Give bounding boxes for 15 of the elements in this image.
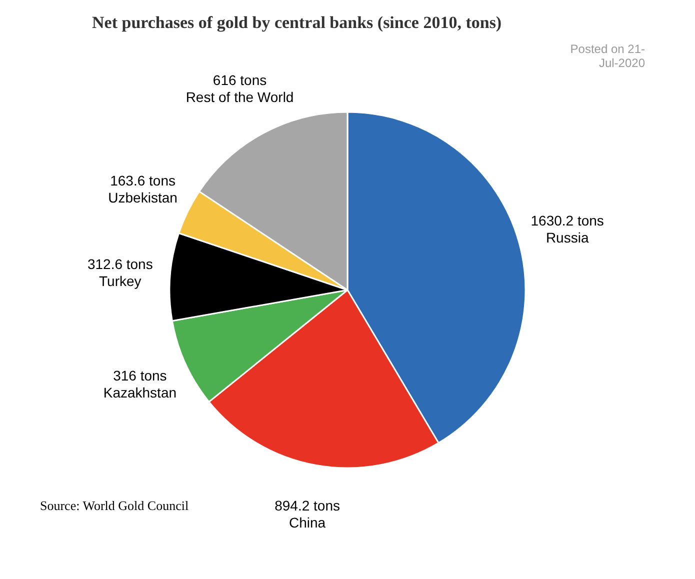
text: Posted on 21-Jul-2020 xyxy=(569,42,645,70)
data-label: 1630.2 tons xyxy=(530,212,604,229)
source-note: Source: World Gold Council xyxy=(40,498,189,514)
slice-label: Russia xyxy=(546,230,589,246)
slice-label: Kazakhstan xyxy=(103,384,177,400)
chart-title: Net purchases of gold by central banks (since 2010, tons) xyxy=(92,13,502,32)
data-label: 312.6 tons xyxy=(87,256,153,272)
data-label: 316 tons xyxy=(113,367,167,384)
slice-label: Uzbekistan xyxy=(108,190,178,206)
slice-label: Rest of the World xyxy=(186,89,294,106)
data-label: 616 tons xyxy=(212,72,267,88)
data-label: 163.6 tons xyxy=(110,172,176,189)
slice-label: Turkey xyxy=(99,272,142,289)
slice-label: China xyxy=(288,514,326,530)
data-label: 894.2 tons xyxy=(274,497,340,514)
